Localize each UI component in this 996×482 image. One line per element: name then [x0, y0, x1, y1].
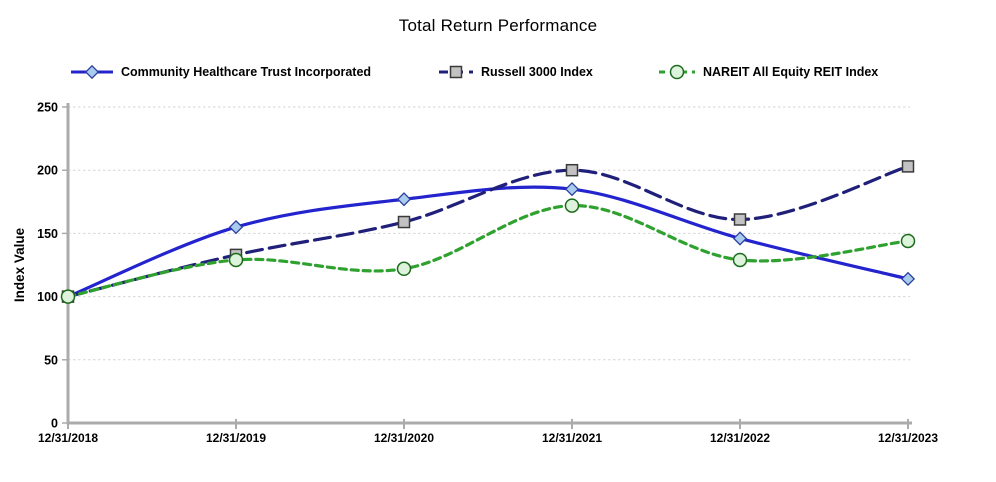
y-tick-label: 50	[44, 353, 58, 367]
legend-swatch-line-circle-icon	[659, 64, 695, 80]
legend-item-nareit-all-equity: NAREIT All Equity REIT Index	[658, 61, 878, 83]
y-tick-label: 250	[37, 101, 58, 115]
diamond-marker	[228, 219, 244, 235]
circle-marker	[564, 198, 580, 213]
square-marker	[565, 163, 579, 177]
diamond-marker	[564, 182, 580, 197]
series-line	[66, 164, 910, 299]
y-tick-label: 200	[37, 164, 58, 178]
diamond-marker	[732, 231, 748, 246]
series-russell-3000	[61, 160, 915, 303]
chart-title: Total Return Performance	[398, 16, 598, 35]
circle-marker	[900, 233, 916, 249]
circle-marker	[60, 289, 76, 304]
x-tick-label: 12/31/2021	[542, 431, 602, 445]
square-marker	[901, 160, 915, 173]
x-axis-ticks-labels: 12/31/2018 12/31/2019 12/31/2020 12/31/2021…	[38, 419, 938, 445]
circle-marker	[228, 252, 244, 268]
circle-marker	[396, 261, 412, 277]
y-axis-title: Index Value	[12, 227, 27, 302]
circle-marker	[732, 252, 748, 268]
series-nareit	[60, 198, 916, 304]
x-tick-label: 12/31/2019	[206, 431, 266, 445]
legend-item-community-healthcare-trust: Community Healthcare Trust Incorporated	[70, 61, 371, 83]
y-tick-label: 150	[37, 227, 58, 241]
square-marker	[733, 213, 747, 226]
square-marker	[449, 65, 463, 79]
x-tick-label: 12/31/2020	[374, 431, 434, 445]
diamond-marker	[84, 64, 100, 80]
x-tick-label: 12/31/2022	[710, 431, 770, 445]
y-axis-ticks-labels: 0 50 100 150 200 250	[37, 101, 68, 431]
diamond-marker	[396, 192, 412, 207]
x-tick-label: 12/31/2023	[878, 431, 938, 445]
series-line	[66, 185, 910, 299]
square-marker	[397, 215, 411, 229]
series-chct	[60, 182, 916, 304]
legend-label-nareit-all-equity: NAREIT All Equity REIT Index	[703, 65, 879, 79]
y-tick-label: 100	[37, 290, 58, 304]
legend-label-community-healthcare-trust: Community Healthcare Trust Incorporated	[121, 65, 372, 79]
y-tick-label: 0	[51, 417, 58, 431]
legend-swatch-line-diamond-icon	[71, 64, 113, 80]
legend-swatch-line-square-icon	[439, 65, 473, 79]
legend-label-russell-3000: Russell 3000 Index	[481, 65, 593, 79]
circle-marker	[669, 64, 685, 80]
legend-item-russell-3000: Russell 3000 Index	[438, 61, 593, 83]
x-tick-label: 12/31/2018	[38, 431, 98, 445]
diamond-marker	[900, 271, 916, 287]
series-line	[66, 203, 910, 299]
